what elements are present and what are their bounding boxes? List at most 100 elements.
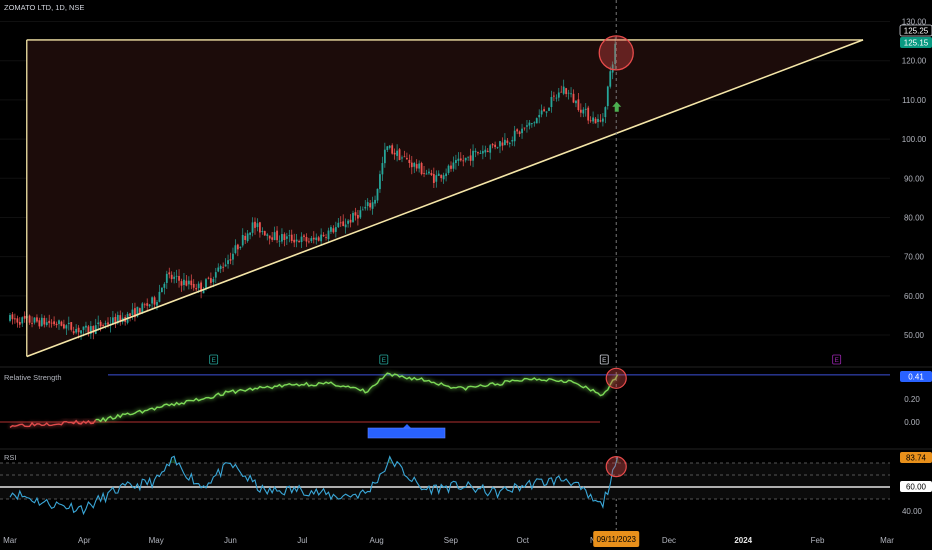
candle-body [153, 297, 156, 305]
candle-body [366, 202, 369, 207]
candle-body [31, 322, 33, 324]
candle-body [579, 109, 582, 113]
candle-body [116, 314, 119, 324]
candle-body [342, 221, 345, 227]
candle-body [234, 245, 237, 254]
earnings-marker[interactable] [599, 354, 609, 365]
svg-text:125.15: 125.15 [904, 39, 929, 48]
rsi-60-badge: 60.00 [900, 481, 932, 492]
candle-body [577, 99, 580, 111]
candle-body [484, 149, 487, 153]
candle-body [72, 331, 75, 334]
candle-body [349, 219, 352, 223]
candle-body [219, 266, 222, 269]
candle-body [249, 232, 251, 235]
candle-body [70, 322, 73, 330]
candle-body [464, 157, 467, 161]
candle-body [170, 274, 173, 280]
candle-body [526, 125, 528, 127]
rsi-value-badge: 83.74 [900, 452, 932, 463]
candle-body [381, 163, 384, 175]
candle-body [295, 239, 298, 242]
candle-body [9, 315, 11, 321]
candle-body [205, 279, 207, 290]
candle-body [325, 237, 327, 239]
candle-body [251, 222, 254, 233]
candle-body [530, 123, 533, 125]
candle-body [214, 272, 217, 278]
candle-body [457, 158, 460, 161]
candle-body [354, 212, 357, 216]
time-tick-label: Oct [517, 536, 530, 545]
candle-body [516, 129, 519, 132]
candle-body [92, 326, 95, 333]
candle-body [560, 91, 563, 93]
candle-body [501, 142, 504, 146]
candle-body [217, 267, 220, 272]
candle-body [315, 237, 318, 240]
candle-body [305, 237, 308, 242]
rsi-overbought-fill [170, 456, 619, 463]
svg-text:83.74: 83.74 [906, 454, 927, 463]
price-tick-label: 110.00 [902, 96, 926, 105]
candle-body [271, 237, 274, 240]
candle-body [491, 144, 494, 146]
time-tick-label: Mar [3, 536, 17, 545]
candle-body [33, 317, 36, 323]
candle-body [190, 280, 193, 286]
candle-body [310, 238, 313, 242]
candle-body [18, 321, 21, 325]
candle-body [210, 278, 212, 283]
candle-body [50, 322, 53, 324]
candle-body [99, 321, 102, 327]
candle-body [477, 152, 479, 154]
earnings-marker[interactable] [209, 354, 219, 365]
earnings-marker-label: E [212, 357, 217, 364]
svg-text:125.25: 125.25 [904, 27, 929, 36]
candle-body [263, 231, 266, 236]
price-tick-label: 50.00 [904, 331, 925, 340]
earnings-marker[interactable] [832, 354, 842, 365]
candle-body [357, 214, 359, 219]
candle-body [195, 288, 198, 290]
candle-body [239, 246, 242, 248]
candle-body [212, 279, 215, 283]
candle-body [447, 165, 450, 173]
candle-body [112, 317, 114, 324]
candle-body [562, 86, 565, 94]
candle-body [587, 107, 590, 121]
high-price-badge: 125.25 [899, 24, 932, 37]
time-tick-label: May [149, 536, 164, 545]
candle-body [479, 153, 482, 154]
candle-body [303, 235, 305, 237]
candle-body [352, 212, 354, 223]
candle-body [134, 308, 136, 318]
candle-body [11, 314, 14, 320]
candle-body [614, 43, 617, 64]
candle-body [425, 173, 428, 175]
candle-body [107, 322, 109, 325]
candle-body [241, 234, 244, 246]
candle-body [180, 281, 183, 286]
candle-body [535, 118, 538, 124]
candle-body [550, 97, 553, 108]
candle-body [281, 234, 283, 242]
candle-body [102, 325, 104, 326]
symbol-title: ZOMATO LTD, 1D, NSE [4, 3, 84, 12]
candle-body [406, 157, 408, 160]
candle-body [89, 326, 92, 334]
time-tick-label: Apr [78, 536, 91, 545]
candle-body [521, 128, 523, 134]
candle-body [298, 241, 300, 243]
rs-panel-title: Relative Strength [4, 373, 62, 382]
candle-body [592, 117, 594, 122]
candle-body [151, 297, 153, 304]
candle-body [293, 239, 296, 243]
candle-body [432, 174, 435, 183]
earnings-marker-label: E [382, 357, 387, 364]
earnings-marker[interactable] [379, 354, 389, 365]
candle-body [60, 321, 63, 326]
candle-body [469, 155, 472, 161]
candle-body [268, 235, 271, 239]
